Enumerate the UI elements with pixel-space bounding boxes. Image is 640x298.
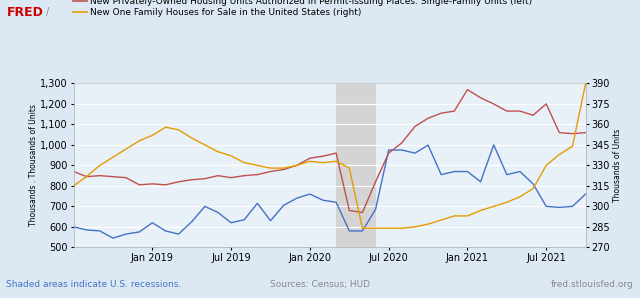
Text: Shaded areas indicate U.S. recessions.: Shaded areas indicate U.S. recessions. xyxy=(6,280,182,289)
Text: Sources: Census; HUD: Sources: Census; HUD xyxy=(270,280,370,289)
Text: fred.stlouisfed.org: fred.stlouisfed.org xyxy=(551,280,634,289)
Y-axis label: Thousands of Units: Thousands of Units xyxy=(612,129,621,202)
Y-axis label: Thousands . Thousands of Units: Thousands . Thousands of Units xyxy=(29,104,38,226)
Text: FRED: FRED xyxy=(6,6,44,19)
Bar xyxy=(336,83,376,247)
Legend: New One Family Houses Sold: United States (left), New Privately-Owned Housing Un: New One Family Houses Sold: United State… xyxy=(73,0,532,17)
Text: /: / xyxy=(46,7,49,18)
